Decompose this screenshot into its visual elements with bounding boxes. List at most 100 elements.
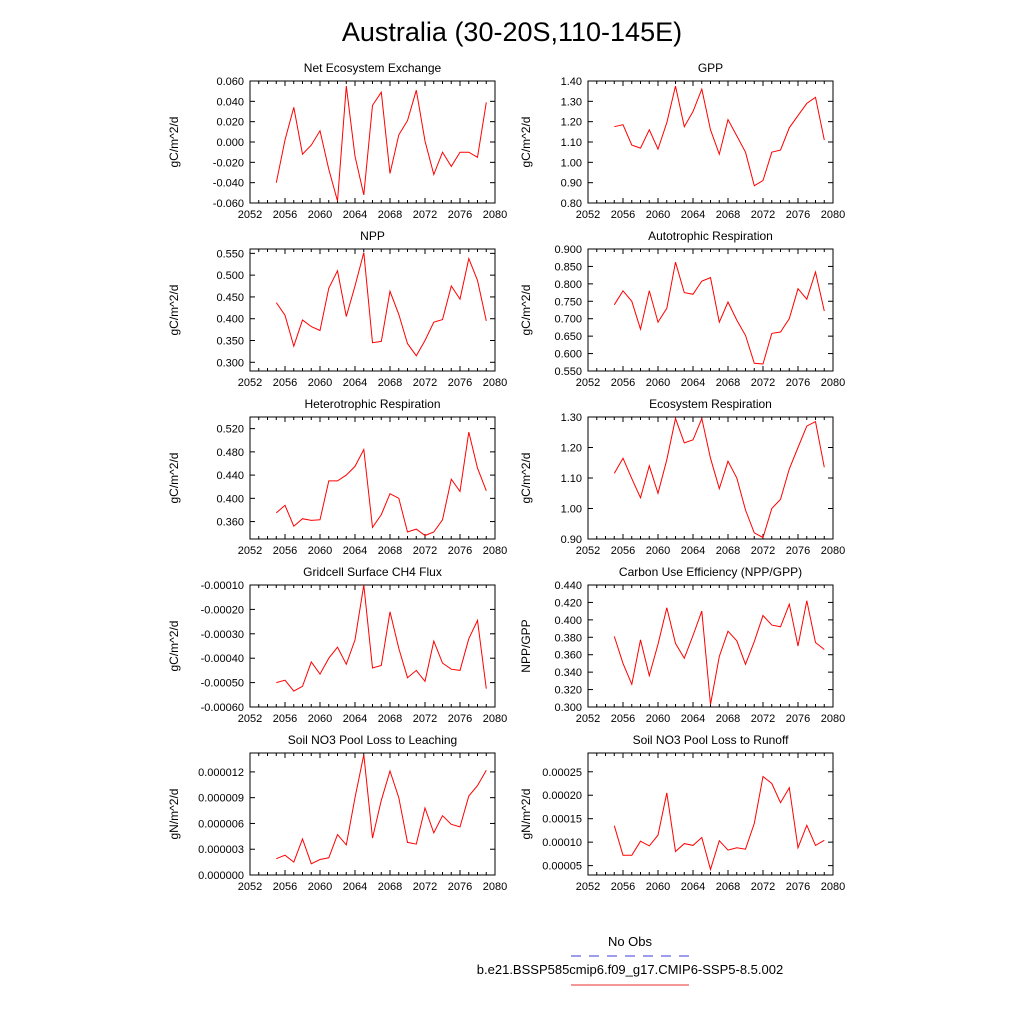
y-tick-label: 0.00015 [542, 814, 582, 826]
x-tick-label: 2064 [343, 377, 367, 389]
panel-0: Net Ecosystem Exchange 2052 2056 2060 2064 20… [167, 61, 507, 221]
x-tick-label: 2060 [646, 377, 670, 389]
y-tick-label: 0.750 [554, 296, 582, 308]
x-tick-label: 2068 [716, 377, 740, 389]
y-tick-label: -0.00030 [201, 629, 244, 641]
y-tick-label: 1.10 [561, 137, 582, 149]
x-tick-label: 2064 [681, 713, 705, 725]
x-tick-label: 2080 [483, 545, 507, 557]
plot-frame [249, 584, 496, 708]
x-tick-label: 2056 [611, 377, 635, 389]
panel-1: GPP 2052 2056 2060 2064 2068 2072 2076 2080 1.40 1… [519, 61, 845, 221]
y-tick-label: 0.420 [554, 597, 582, 609]
x-tick-label: 2064 [681, 881, 705, 893]
panel-9: Soil NO3 Pool Loss to Runoff 2052 2056 2060… [519, 733, 845, 893]
figure-title: Australia (30-20S,110-145E) [342, 17, 682, 47]
y-axis-label: gC/m^2/d [167, 453, 181, 504]
y-tick-label: 1.20 [561, 117, 582, 129]
y-tick-label: -0.020 [213, 157, 244, 169]
y-tick-label: 0.360 [554, 650, 582, 662]
y-tick-label: 0.300 [216, 357, 244, 369]
y-tick-label: 1.30 [561, 96, 582, 108]
x-tick-label: 2060 [308, 377, 332, 389]
y-axis-label: gN/m^2/d [167, 789, 181, 840]
x-tick-label: 2056 [273, 209, 297, 221]
y-axis-label: gC/m^2/d [519, 453, 533, 504]
x-tick-label: 2060 [308, 209, 332, 221]
x-tick-label: 2056 [273, 377, 297, 389]
x-tick-label: 2076 [448, 209, 472, 221]
x-tick-label: 2068 [378, 209, 402, 221]
x-tick-label: 2060 [308, 881, 332, 893]
series-line [275, 431, 487, 537]
y-tick-label: 0.000000 [198, 870, 244, 882]
x-tick-label: 2080 [483, 881, 507, 893]
x-tick-label: 2052 [576, 545, 600, 557]
y-axis-label: gC/m^2/d [519, 285, 533, 336]
y-tick-label: 0.00020 [542, 790, 582, 802]
x-tick-label: 2068 [378, 881, 402, 893]
y-tick-label: 0.400 [216, 493, 244, 505]
plot-frame [587, 752, 834, 876]
legend-label-run: b.e21.BSSP585cmip6.f09_g17.CMIP6-SSP5-8.… [477, 962, 783, 977]
y-tick-label: 0.000003 [198, 844, 244, 856]
x-tick-label: 2080 [483, 713, 507, 725]
y-tick-label: -0.00050 [201, 678, 244, 690]
x-tick-label: 2064 [343, 209, 367, 221]
y-tick-label: 0.600 [554, 349, 582, 361]
x-tick-label: 2052 [238, 881, 262, 893]
x-tick-label: 2072 [413, 209, 437, 221]
y-tick-label: 0.800 [554, 279, 582, 291]
y-tick-label: 0.000012 [198, 767, 244, 779]
panel-2: NPP 2052 2056 2060 2064 2068 2072 2076 2080 0.550… [167, 229, 507, 389]
plot-frame [249, 416, 496, 540]
y-tick-label: 0.380 [554, 632, 582, 644]
plot-frame [249, 80, 496, 204]
y-tick-label: 1.20 [561, 443, 582, 455]
x-tick-label: 2080 [821, 545, 845, 557]
panel-title: Heterotrophic Respiration [304, 397, 440, 411]
x-tick-label: 2076 [448, 377, 472, 389]
y-tick-label: -0.00020 [201, 604, 244, 616]
x-tick-label: 2052 [576, 377, 600, 389]
y-tick-label: 0.320 [554, 685, 582, 697]
y-tick-label: 0.400 [554, 615, 582, 627]
x-tick-label: 2064 [681, 377, 705, 389]
x-tick-label: 2060 [646, 713, 670, 725]
panel-title: Ecosystem Respiration [649, 397, 772, 411]
y-tick-label: 1.30 [561, 412, 582, 424]
legend: No Obs b.e21.BSSP585cmip6.f09_g17.CMIP6-… [477, 934, 783, 986]
x-tick-label: 2080 [821, 209, 845, 221]
x-tick-label: 2060 [308, 713, 332, 725]
x-tick-label: 2080 [821, 377, 845, 389]
panels: Net Ecosystem Exchange 2052 2056 2060 2064 20… [167, 61, 845, 893]
y-tick-label: -0.00010 [201, 580, 244, 592]
panel-title: Gridcell Surface CH4 Flux [303, 565, 442, 579]
y-tick-label: 0.80 [561, 198, 582, 210]
y-tick-label: 0.000 [216, 137, 244, 149]
x-tick-label: 2052 [238, 377, 262, 389]
x-tick-label: 2052 [238, 209, 262, 221]
y-tick-label: 0.000009 [198, 793, 244, 805]
series-line [276, 584, 487, 692]
y-tick-label: 0.300 [554, 702, 582, 714]
panel-4: Heterotrophic Respiration 2052 2056 2060 206… [167, 397, 507, 557]
x-tick-label: 2076 [786, 713, 810, 725]
y-tick-label: 0.480 [216, 447, 244, 459]
y-tick-label: 0.90 [561, 534, 582, 546]
legend-label-no-obs: No Obs [608, 934, 653, 949]
x-tick-label: 2068 [716, 713, 740, 725]
x-tick-label: 2072 [751, 881, 775, 893]
x-tick-label: 2080 [821, 881, 845, 893]
y-tick-label: 0.350 [216, 336, 244, 348]
x-tick-label: 2056 [273, 545, 297, 557]
x-tick-label: 2060 [646, 209, 670, 221]
y-tick-label: 0.520 [216, 424, 244, 436]
panel-title: GPP [698, 61, 723, 75]
panel-title: Soil NO3 Pool Loss to Leaching [288, 733, 457, 747]
x-tick-label: 2060 [308, 545, 332, 557]
x-tick-label: 2052 [576, 209, 600, 221]
x-tick-label: 2076 [448, 881, 472, 893]
y-tick-label: 0.500 [216, 270, 244, 282]
y-tick-label: 0.340 [554, 667, 582, 679]
